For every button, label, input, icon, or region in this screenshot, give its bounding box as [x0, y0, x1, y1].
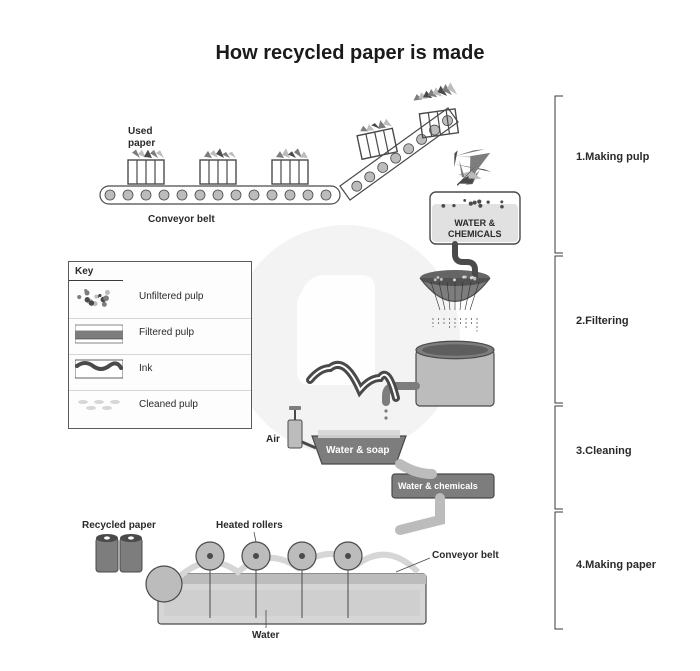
- label-water-chemicals-1: WATER & CHEMICALS: [448, 218, 502, 240]
- label-water: Water: [252, 630, 279, 642]
- stage-bracket-4: [555, 512, 563, 629]
- page-title: How recycled paper is made: [0, 42, 700, 65]
- stage-label-2: 2.Filtering: [576, 315, 629, 327]
- legend-label-filtered: Filtered pulp: [139, 327, 194, 338]
- label-conveyor-1: Conveyor belt: [148, 214, 215, 226]
- stage-label-1: 1.Making pulp: [576, 151, 649, 163]
- stage-bracket-3: [555, 406, 563, 509]
- label-recycled-paper: Recycled paper: [82, 520, 156, 532]
- label-air: Air: [266, 434, 280, 446]
- label-conveyor-2: Conveyor belt: [432, 550, 499, 562]
- paper-crate-2: [200, 148, 236, 184]
- chem-tray: [392, 464, 494, 530]
- label-water-soap: Water & soap: [326, 445, 390, 457]
- legend-swatch-unfiltered: [75, 286, 123, 310]
- stage-bracket-2: [555, 256, 563, 403]
- falling-shreds: [454, 149, 492, 186]
- legend-label-unfiltered: Unfiltered pulp: [139, 291, 203, 302]
- legend-swatch-ink: [75, 358, 123, 382]
- stage-bracket-1: [555, 96, 563, 253]
- label-water-chemicals-2: Water & chemicals: [398, 481, 478, 492]
- label-used-paper: Used paper: [128, 126, 155, 150]
- paper-machine: [146, 542, 426, 624]
- legend-title: Key: [75, 266, 93, 277]
- legend-swatch-filtered: [75, 322, 123, 346]
- stage-label-3: 3.Cleaning: [576, 445, 632, 457]
- paper-crate-4: [355, 118, 397, 159]
- recycled-paper-roll-2: [120, 534, 142, 572]
- paper-crate-1: [128, 150, 164, 184]
- stage-label-4: 4.Making paper: [576, 559, 656, 571]
- legend-label-ink: Ink: [139, 363, 152, 374]
- legend-label-cleaned: Cleaned pulp: [139, 399, 198, 410]
- legend-box: Key Unfiltered pulp Filtered pulp Ink Cleane…: [68, 261, 252, 429]
- legend-swatch-cleaned: [75, 394, 123, 418]
- label-heated-rollers: Heated rollers: [216, 520, 283, 532]
- paper-crate-3: [272, 148, 308, 184]
- recycled-paper-roll-1: [96, 534, 118, 572]
